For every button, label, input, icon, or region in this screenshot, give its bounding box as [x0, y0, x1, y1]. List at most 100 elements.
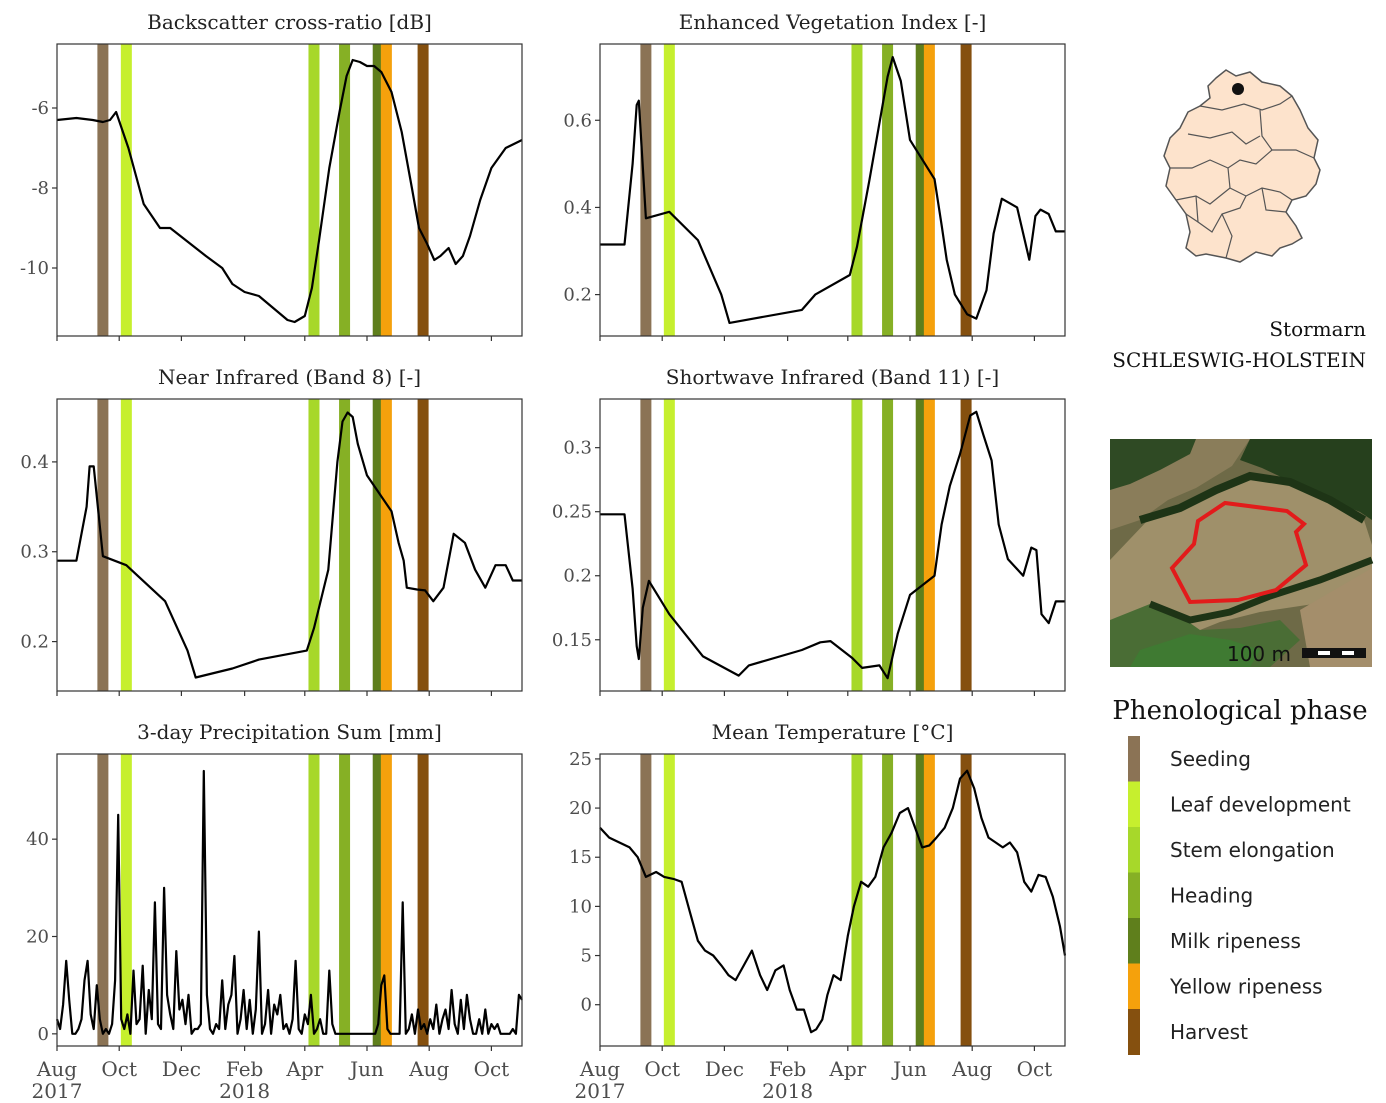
phase-bar-yellow-ripeness	[380, 399, 392, 691]
x-tick-label: Jun	[891, 1057, 927, 1081]
phase-bar-milk-ripeness	[915, 44, 927, 336]
x-tick-year-label: 2018	[219, 1079, 270, 1103]
y-tick-label: -8	[31, 178, 49, 199]
chart-title: 3-day Precipitation Sum [mm]	[137, 720, 442, 744]
location-marker	[1232, 83, 1244, 95]
phase-bar-milk-ripeness	[915, 399, 927, 691]
x-tick-year-label: 2017	[575, 1079, 626, 1103]
germany-map	[1163, 69, 1321, 263]
series-line	[56, 58, 523, 324]
y-tick-label: 15	[569, 847, 592, 868]
chart-panels: Backscatter cross-ratio [dB] -6 -8 -10 Enhan…	[20, 10, 1067, 1103]
x-tick-label: Oct	[101, 1057, 137, 1081]
phase-bar-leaf-development	[663, 44, 675, 336]
plot-background	[57, 399, 522, 691]
legend-swatch-yellow-ripeness	[1128, 963, 1140, 1010]
legend-item-label: Leaf development	[1170, 792, 1351, 816]
phase-bar-stem-elongation	[308, 44, 320, 336]
x-tick-label: Feb	[769, 1057, 806, 1081]
phase-bar-seeding	[97, 44, 109, 336]
phase-bar-yellow-ripeness	[380, 754, 392, 1046]
y-tick-label: 0.4	[20, 452, 49, 473]
y-tick-label: 0.4	[563, 197, 592, 218]
legend-swatch-harvest	[1128, 1009, 1140, 1055]
y-tick-label: 20	[26, 927, 49, 948]
legend-item-label: Seeding	[1170, 747, 1251, 771]
phase-bar-stem-elongation	[851, 399, 863, 691]
phase-bar-heading	[339, 754, 351, 1046]
legend: Seeding Leaf development Stem elongation He…	[1128, 736, 1351, 1055]
x-tick-label: Aug	[36, 1057, 77, 1081]
plot-frame	[599, 43, 1066, 337]
phase-bar-stem-elongation	[851, 44, 863, 336]
phase-bar-harvest	[960, 399, 972, 691]
legend-title: Phenological phase	[1112, 696, 1367, 726]
legend-swatch-milk-ripeness	[1128, 918, 1140, 964]
state-borders	[1170, 95, 1315, 259]
y-tick-label: 0.2	[563, 285, 592, 306]
x-tick-year-label: 2017	[32, 1079, 83, 1103]
x-tick-label: Aug	[579, 1057, 620, 1081]
phase-bar-milk-ripeness	[372, 44, 384, 336]
phase-bar-stem-elongation	[308, 399, 320, 691]
plot-frame	[599, 398, 1066, 692]
x-tick-year-label: 2018	[762, 1079, 813, 1103]
phase-bar-seeding	[640, 754, 652, 1046]
chart-title: Near Infrared (Band 8) [-]	[158, 365, 421, 389]
phase-bar-leaf-development	[120, 44, 132, 336]
y-tick-label: -10	[20, 258, 49, 279]
phase-bar-heading	[339, 44, 351, 336]
x-tick-label: Dec	[705, 1057, 744, 1081]
y-tick-label: 0.15	[552, 630, 592, 651]
phase-bar-heading	[882, 754, 894, 1046]
x-tick-label: Feb	[226, 1057, 263, 1081]
plot-frame	[56, 398, 523, 692]
x-tick-label: Apr	[285, 1057, 323, 1081]
state-label: SCHLESWIG-HOLSTEIN	[1112, 348, 1366, 372]
chart-panel-5: 3-day Precipitation Sum [mm]40200Aug2017…	[26, 720, 523, 1103]
legend-swatch-stem-elongation	[1128, 827, 1140, 873]
phase-bar-seeding	[97, 754, 109, 1046]
y-tick-label: 5	[581, 946, 592, 967]
phase-bar-yellow-ripeness	[923, 399, 935, 691]
legend-item-label: Heading	[1170, 883, 1253, 907]
field-boundary	[1169, 500, 1309, 605]
x-tick-label: Jun	[348, 1057, 384, 1081]
scale-bar	[1302, 648, 1366, 658]
chart-panel-3: Near Infrared (Band 8) [-] 0.4 0.3 0.2	[20, 365, 523, 696]
y-tick-label: 0.3	[563, 438, 592, 459]
chart-title: Mean Temperature [°C]	[712, 720, 954, 744]
chart-title: Shortwave Infrared (Band 11) [-]	[666, 365, 999, 389]
plot-frame	[599, 753, 1066, 1047]
y-tick-label: 0	[581, 995, 592, 1016]
satellite-image: 100 m	[1110, 439, 1374, 667]
phase-bar-stem-elongation	[308, 754, 320, 1046]
y-tick-label: 0.2	[563, 566, 592, 587]
chart-title: Backscatter cross-ratio [dB]	[147, 10, 432, 34]
district-label: Stormarn	[1269, 317, 1366, 341]
x-tick-label: Aug	[408, 1057, 449, 1081]
series-line	[57, 411, 522, 679]
phase-bar-heading	[882, 399, 894, 691]
phase-bar-leaf-development	[120, 399, 132, 691]
phase-bar-yellow-ripeness	[923, 754, 935, 1046]
series-line	[599, 769, 1067, 1034]
y-tick-label: 20	[569, 798, 592, 819]
legend-item-label: Yellow ripeness	[1169, 974, 1323, 998]
legend-swatch-heading	[1128, 872, 1140, 919]
legend-swatch-leaf-development	[1128, 781, 1140, 828]
chart-panel-4: Shortwave Infrared (Band 11) [-] 0.3 0.25 0…	[552, 365, 1066, 696]
legend-item-label: Stem elongation	[1170, 838, 1335, 862]
phase-bar-leaf-development	[663, 399, 675, 691]
y-tick-label: 25	[569, 749, 592, 770]
plot-frame	[56, 43, 523, 337]
phase-bar-milk-ripeness	[372, 754, 384, 1046]
chart-title: Enhanced Vegetation Index [-]	[679, 10, 987, 34]
x-tick-label: Oct	[1017, 1057, 1053, 1081]
phase-bar-leaf-development	[663, 754, 675, 1046]
x-tick-label: Oct	[644, 1057, 680, 1081]
phase-bar-seeding	[640, 399, 652, 691]
plot-background	[57, 44, 522, 336]
phase-bar-stem-elongation	[851, 754, 863, 1046]
